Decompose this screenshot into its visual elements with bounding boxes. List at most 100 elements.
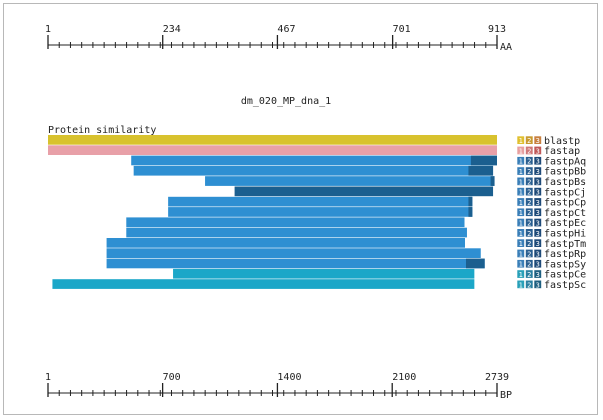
legend-box-label: 2: [527, 168, 531, 176]
track-label-fastpSc: fastpSc: [544, 280, 586, 291]
ruler-tick-label: 467: [277, 24, 295, 35]
legend-box-label: 1: [519, 281, 523, 289]
legend-box-label: 2: [527, 209, 531, 217]
legend-box-label: 2: [527, 147, 531, 155]
legend-box-label: 2: [527, 220, 531, 228]
legend-box-label: 1: [519, 147, 523, 155]
legend-box: [533, 166, 542, 176]
track-bar-dark-segment: [468, 165, 494, 176]
legend-box: [525, 228, 534, 238]
legend-box: [533, 269, 542, 279]
track-label-fastpBs: fastpBs: [544, 177, 586, 188]
legend-box: [525, 135, 534, 145]
legend-box: [525, 176, 534, 186]
legend-box: [533, 135, 542, 145]
legend-box-label: 2: [527, 137, 531, 145]
legend-box-label: 1: [519, 189, 523, 197]
legend-box-label: 1: [519, 178, 523, 186]
legend-box-label: 2: [527, 158, 531, 166]
legend-box-label: 2: [527, 189, 531, 197]
track-bar-fastpSc: [52, 279, 475, 289]
legend-box-label: 3: [536, 271, 540, 279]
legend-box-label: 3: [536, 230, 540, 238]
legend-box: [525, 259, 534, 269]
ruler-tick-label: 1: [45, 24, 51, 35]
legend-box-label: 3: [536, 281, 540, 289]
legend-box-label: 3: [536, 147, 540, 155]
ruler-tick-label: 1400: [277, 372, 301, 383]
ruler-tick-label: 701: [393, 24, 411, 35]
legend-box-label: 2: [527, 199, 531, 207]
legend-box-label: 1: [519, 137, 523, 145]
legend-box-label: 3: [536, 220, 540, 228]
legend-box-label: 2: [527, 178, 531, 186]
legend-box-label: 3: [536, 250, 540, 258]
track-bar-fastpTm: [106, 238, 465, 248]
track-label-blastp: blastp: [544, 136, 580, 147]
track-bar-fastpHi: [126, 227, 467, 238]
legend-box: [533, 156, 542, 166]
legend-box-label: 3: [536, 209, 540, 217]
ruler-tick-label: 2100: [392, 372, 416, 383]
top-ruler: 1 234 467 701 913: [45, 24, 506, 49]
legend-box: [516, 218, 525, 227]
ruler-tick-label: 2739: [485, 372, 509, 383]
legend-box: [533, 207, 542, 217]
legend-box: [516, 176, 525, 186]
legend-box-label: 2: [527, 271, 531, 279]
legend-box: [516, 279, 525, 289]
track-label-fastpAq: fastpAq: [544, 156, 586, 167]
legend-box-label: 2: [527, 250, 531, 258]
track-bar-fastpCp: [168, 196, 473, 207]
legend-box: [533, 146, 542, 155]
track-bar-dark-segment: [465, 258, 485, 269]
track-label-fastpHi: fastpHi: [544, 229, 586, 240]
bottom-ruler: 1 700 1400 2100 2739: [45, 372, 509, 397]
ruler-tick-label: 234: [163, 24, 181, 35]
track-bar-fastpSy: [106, 258, 485, 269]
legend-box-label: 3: [536, 189, 540, 197]
legend-box: [525, 207, 534, 217]
legend-box: [533, 197, 542, 207]
track-bar-blastp: [48, 135, 497, 145]
legend-box: [516, 238, 525, 248]
legend-box: [525, 187, 534, 197]
legend-box-label: 1: [519, 168, 523, 176]
tracks-group: [48, 135, 497, 289]
legend-box: [525, 269, 534, 279]
legend-box: [525, 166, 534, 176]
track-bar-fastpCj: [234, 186, 494, 197]
track-label-fastpEc: fastpEc: [544, 218, 586, 229]
legend-box-label: 3: [536, 158, 540, 166]
diagram-title: dm_020_MP_dna_1: [241, 96, 331, 107]
legend-box: [533, 279, 542, 289]
legend-box-label: 2: [527, 281, 531, 289]
track-bar-dark-segment: [470, 155, 497, 166]
legend-box: [533, 238, 542, 248]
legend-box-label: 3: [536, 261, 540, 269]
legend-box-label: 3: [536, 178, 540, 186]
legend-box: [525, 238, 534, 248]
section-label: Protein similarity: [48, 125, 156, 136]
legend-box: [516, 269, 525, 279]
legend-box-label: 3: [536, 240, 540, 248]
legend-box: [525, 197, 534, 207]
track-label-fastpBb: fastpBb: [544, 167, 586, 178]
legend-box-label: 3: [536, 168, 540, 176]
legend-box: [516, 197, 525, 207]
legend-box: [525, 249, 534, 258]
ruler-tick-label: 1: [45, 372, 51, 383]
legend-box-label: 2: [527, 230, 531, 238]
legend-box: [525, 218, 534, 227]
legend-box-label: 1: [519, 250, 523, 258]
legend-box-label: 3: [536, 199, 540, 207]
legend-box: [516, 135, 525, 145]
track-bar-dark-segment: [468, 196, 473, 207]
legend-box-label: 3: [536, 137, 540, 145]
legend-box-label: 1: [519, 220, 523, 228]
track-bar-dark-segment: [468, 207, 473, 217]
track-bar-fastpRp: [106, 248, 481, 258]
